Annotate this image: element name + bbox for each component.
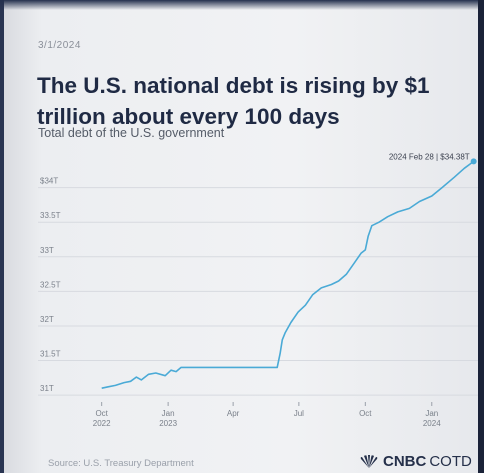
x-tick-label-4: Oct (359, 409, 372, 418)
x-tick-sublabel-0: 2022 (93, 419, 111, 428)
brand-bold-text: CNBC (383, 453, 427, 470)
x-tick-label-2: Apr (227, 409, 240, 418)
bezel-top (0, 0, 484, 10)
y-tick-label-0: 31T (40, 384, 54, 393)
peacock-icon (360, 454, 378, 468)
x-tick-label-5: Jan (425, 409, 438, 418)
y-tick-label-4: 33T (40, 246, 54, 255)
source-note: Source: U.S. Treasury Department (48, 458, 194, 469)
y-tick-label-5: 33.5T (40, 211, 61, 220)
brand-light-text: COTD (429, 453, 472, 470)
chart-subtitle: Total debt of the U.S. government (38, 126, 225, 140)
y-tick-label-1: 31.5T (40, 350, 61, 359)
x-tick-label-1: Jan (162, 409, 175, 418)
x-tick-sublabel-5: 2024 (423, 419, 441, 428)
y-tick-label-3: 32.5T (40, 280, 61, 289)
date-label: 3/1/2024 (38, 40, 81, 51)
y-tick-label-2: 32T (40, 315, 54, 324)
annotation-label: 2024 Feb 28 | $34.38T (389, 152, 470, 161)
x-tick-label-0: Oct (95, 409, 108, 418)
annotation-point (470, 158, 477, 165)
chart-title: The U.S. national debt is rising by $1 t… (37, 73, 430, 129)
x-tick-label-3: Jul (294, 409, 304, 418)
x-tick-sublabel-1: 2023 (159, 419, 177, 428)
y-tick-label-6: $34T (40, 177, 58, 186)
cnbc-brand: CNBC COTD (358, 453, 472, 470)
bezel-right (478, 0, 484, 473)
series-line-0 (101, 160, 475, 389)
